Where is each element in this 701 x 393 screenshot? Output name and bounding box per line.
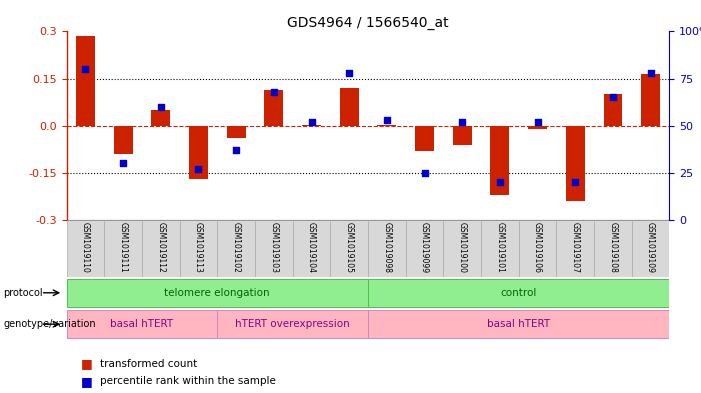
Bar bbox=[76, 36, 95, 126]
Bar bbox=[604, 94, 622, 126]
Bar bbox=[632, 220, 669, 277]
Bar bbox=[368, 310, 669, 338]
Point bbox=[607, 94, 618, 101]
Point bbox=[193, 166, 204, 172]
Bar bbox=[330, 220, 368, 277]
Text: GSM1019099: GSM1019099 bbox=[420, 222, 429, 274]
Title: GDS4964 / 1566540_at: GDS4964 / 1566540_at bbox=[287, 17, 449, 30]
Point bbox=[155, 104, 166, 110]
Text: percentile rank within the sample: percentile rank within the sample bbox=[100, 376, 276, 386]
Text: control: control bbox=[501, 288, 537, 298]
Bar bbox=[557, 220, 594, 277]
Bar bbox=[368, 279, 669, 307]
Point bbox=[118, 160, 129, 167]
Bar bbox=[302, 125, 321, 126]
Point bbox=[381, 117, 393, 123]
Bar bbox=[415, 126, 434, 151]
Text: basal hTERT: basal hTERT bbox=[110, 319, 174, 329]
Text: ■: ■ bbox=[81, 375, 93, 388]
Bar bbox=[151, 110, 170, 126]
Point bbox=[570, 179, 581, 185]
Text: GSM1019106: GSM1019106 bbox=[533, 222, 542, 274]
Bar bbox=[519, 220, 557, 277]
Bar bbox=[67, 279, 368, 307]
Bar bbox=[255, 220, 293, 277]
Bar bbox=[377, 125, 396, 126]
Bar bbox=[443, 220, 481, 277]
Bar bbox=[368, 220, 406, 277]
Bar bbox=[566, 126, 585, 201]
Point bbox=[80, 66, 91, 72]
Text: GSM1019112: GSM1019112 bbox=[156, 222, 165, 273]
Text: basal hTERT: basal hTERT bbox=[487, 319, 550, 329]
Point bbox=[494, 179, 505, 185]
Bar bbox=[293, 220, 330, 277]
Bar bbox=[104, 220, 142, 277]
Bar bbox=[67, 220, 104, 277]
Text: ■: ■ bbox=[81, 357, 93, 370]
Point bbox=[268, 89, 280, 95]
Bar bbox=[114, 126, 132, 154]
Bar bbox=[142, 220, 179, 277]
Bar bbox=[226, 126, 245, 138]
Point bbox=[343, 70, 355, 76]
Point bbox=[532, 119, 543, 125]
Text: telomere elongation: telomere elongation bbox=[165, 288, 270, 298]
Bar bbox=[264, 90, 283, 126]
Bar bbox=[189, 126, 208, 179]
Bar bbox=[340, 88, 359, 126]
Text: GSM1019110: GSM1019110 bbox=[81, 222, 90, 273]
Text: GSM1019108: GSM1019108 bbox=[608, 222, 618, 273]
Point bbox=[306, 119, 317, 125]
Point bbox=[419, 170, 430, 176]
Text: protocol: protocol bbox=[4, 288, 43, 298]
Bar bbox=[179, 220, 217, 277]
Text: GSM1019100: GSM1019100 bbox=[458, 222, 467, 274]
Point bbox=[645, 70, 656, 76]
Text: GSM1019104: GSM1019104 bbox=[307, 222, 316, 274]
Text: GSM1019109: GSM1019109 bbox=[646, 222, 655, 274]
Bar bbox=[594, 220, 632, 277]
Text: GSM1019111: GSM1019111 bbox=[118, 222, 128, 273]
Bar bbox=[217, 310, 368, 338]
Text: GSM1019113: GSM1019113 bbox=[194, 222, 203, 273]
Text: GSM1019103: GSM1019103 bbox=[269, 222, 278, 274]
Text: GSM1019098: GSM1019098 bbox=[382, 222, 391, 274]
Bar bbox=[217, 220, 255, 277]
Point bbox=[231, 147, 242, 153]
Point bbox=[456, 119, 468, 125]
Text: genotype/variation: genotype/variation bbox=[4, 319, 96, 329]
Text: GSM1019107: GSM1019107 bbox=[571, 222, 580, 274]
Bar bbox=[406, 220, 443, 277]
Text: transformed count: transformed count bbox=[100, 358, 198, 369]
Text: hTERT overexpression: hTERT overexpression bbox=[236, 319, 350, 329]
Text: GSM1019101: GSM1019101 bbox=[496, 222, 505, 273]
Bar bbox=[528, 126, 547, 129]
Bar bbox=[481, 220, 519, 277]
Text: GSM1019105: GSM1019105 bbox=[345, 222, 354, 274]
Bar bbox=[67, 310, 217, 338]
Text: GSM1019102: GSM1019102 bbox=[231, 222, 240, 273]
Bar bbox=[453, 126, 472, 145]
Bar bbox=[641, 74, 660, 126]
Bar bbox=[491, 126, 510, 195]
